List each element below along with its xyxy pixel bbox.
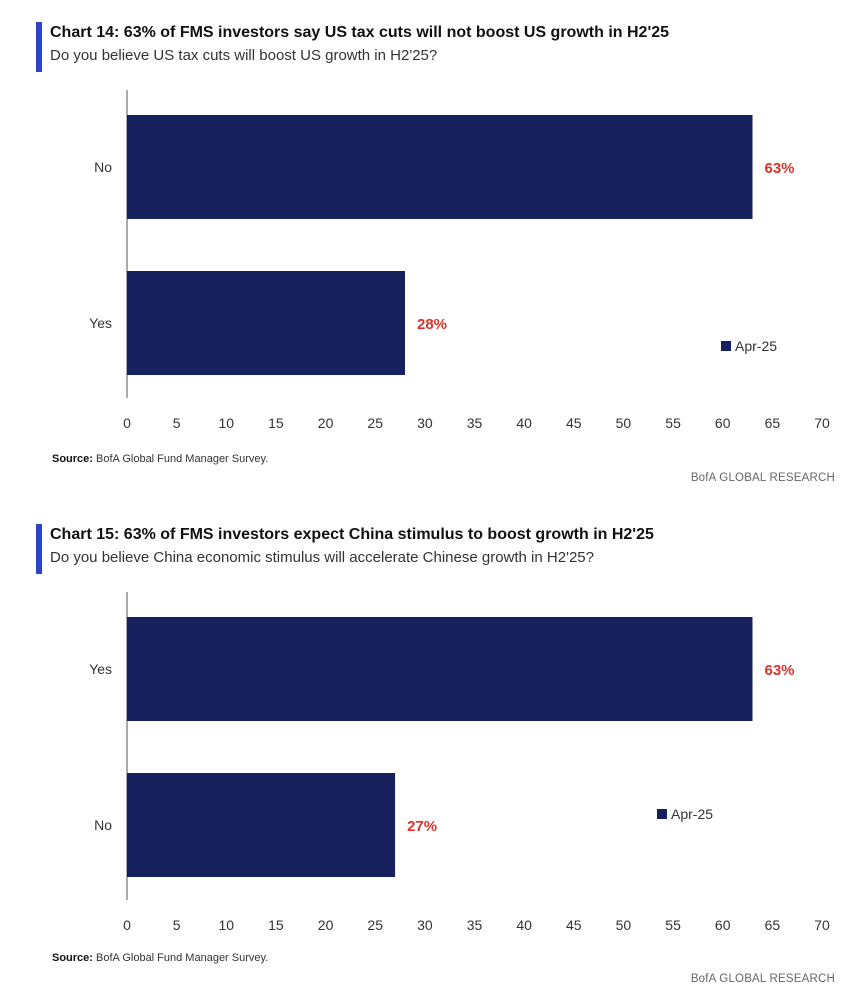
x-tick-label: 55: [665, 917, 681, 933]
x-tick-label: 45: [566, 917, 582, 933]
x-tick-label: 65: [765, 415, 781, 431]
source-text: BofA Global Fund Manager Survey.: [96, 952, 269, 964]
x-tick-label: 5: [173, 917, 181, 933]
x-tick-label: 50: [616, 917, 632, 933]
x-tick-label: 70: [814, 415, 830, 431]
x-tick-label: 15: [268, 917, 284, 933]
x-tick-label: 20: [318, 917, 334, 933]
legend-swatch: [657, 809, 667, 819]
x-tick-label: 65: [765, 917, 781, 933]
data-label: 27%: [407, 818, 437, 835]
category-label: No: [94, 817, 112, 833]
x-tick-label: 20: [318, 415, 334, 431]
legend-label: Apr-25: [671, 806, 713, 822]
bar: [127, 271, 405, 375]
chart-subtitle: Do you believe China economic stimulus w…: [50, 549, 594, 566]
bar: [127, 773, 396, 877]
x-tick-label: 55: [665, 415, 681, 431]
x-tick-label: 10: [218, 917, 234, 933]
legend-label: Apr-25: [735, 338, 777, 354]
x-tick-label: 40: [516, 917, 532, 933]
x-tick-label: 40: [516, 415, 532, 431]
x-tick-label: 5: [173, 415, 181, 431]
x-tick-label: 0: [123, 415, 131, 431]
title-accent-bar: [36, 524, 42, 574]
title-accent-bar: [36, 22, 42, 72]
publisher-footer: BofA GLOBAL RESEARCH: [690, 973, 835, 985]
chart-subtitle: Do you believe US tax cuts will boost US…: [50, 47, 438, 64]
x-tick-label: 25: [367, 917, 383, 933]
x-tick-label: 30: [417, 917, 433, 933]
source-label: Source:: [52, 952, 93, 964]
data-label: 28%: [417, 316, 447, 333]
x-tick-label: 35: [467, 917, 483, 933]
x-tick-label: 50: [616, 415, 632, 431]
bar-chart: 0 5 10 15 20 25 30 35 40 45 50 55 60 65 70 No 63% Yes 28% A…: [89, 90, 830, 431]
category-label: No: [94, 159, 112, 175]
chart-title: Chart 14: 63% of FMS investors say US ta…: [50, 24, 670, 41]
bar: [127, 617, 753, 721]
category-label: Yes: [89, 661, 112, 677]
x-tick-label: 0: [123, 917, 131, 933]
x-tick-label: 25: [367, 415, 383, 431]
bar: [127, 115, 753, 219]
x-tick-label: 70: [814, 917, 830, 933]
x-tick-label: 15: [268, 415, 284, 431]
bar-chart: 0 5 10 15 20 25 30 35 40 45 50 55 60 65 70 Yes 63% No 27% A…: [89, 592, 830, 933]
chart-title: Chart 15: 63% of FMS investors expect Ch…: [50, 526, 654, 543]
x-tick-label: 60: [715, 917, 731, 933]
x-tick-label: 10: [218, 415, 234, 431]
publisher-footer: BofA GLOBAL RESEARCH: [690, 472, 835, 484]
data-label: 63%: [765, 662, 795, 679]
source-note: Source: BofA Global Fund Manager Survey.: [52, 453, 268, 465]
x-tick-label: 60: [715, 415, 731, 431]
chart-panel: Chart 15: 63% of FMS investors expect Ch…: [0, 502, 843, 1002]
x-tick-label: 30: [417, 415, 433, 431]
source-text: BofA Global Fund Manager Survey.: [96, 453, 269, 465]
x-tick-label: 45: [566, 415, 582, 431]
legend-swatch: [721, 341, 731, 351]
source-label: Source:: [52, 453, 93, 465]
data-label: 63%: [765, 160, 795, 177]
chart-panel: Chart 14: 63% of FMS investors say US ta…: [0, 0, 843, 500]
x-tick-label: 35: [467, 415, 483, 431]
source-note: Source: BofA Global Fund Manager Survey.: [52, 952, 268, 964]
category-label: Yes: [89, 315, 112, 331]
